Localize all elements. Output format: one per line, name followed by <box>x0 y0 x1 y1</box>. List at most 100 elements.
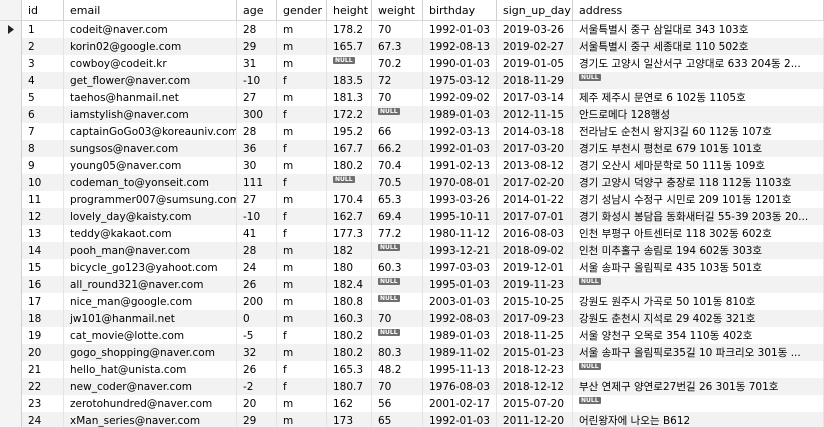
table-cell: 강원도 춘천시 지석로 29 402동 321호 <box>573 310 824 327</box>
table-cell: 69.4 <box>372 208 423 225</box>
table-cell: f <box>277 174 327 191</box>
table-cell: 30 <box>237 157 277 174</box>
table-cell: gogo_shopping@naver.com <box>64 344 237 361</box>
table-cell: 15 <box>22 259 64 276</box>
table-cell: 24 <box>237 259 277 276</box>
table-cell: 1975-03-12 <box>423 72 497 89</box>
table-row: 1 codeit@naver.com 28 m 178.2 70 1992-01-03 201… <box>0 21 824 38</box>
table-row: 5 taehos@hanmail.net 27 m 181.3 70 1992-09-02 2… <box>0 89 824 106</box>
table-cell: m <box>277 395 327 412</box>
table-cell: lovely_day@kaisty.com <box>64 208 237 225</box>
table-cell: m <box>277 123 327 140</box>
column-header: age <box>237 0 277 20</box>
null-badge: NULL <box>378 244 400 251</box>
table-cell: 제주 제주시 문연로 6 102동 1105호 <box>573 89 824 106</box>
table-row: 16 all_round321@naver.com 26 m 182.4 NULL 1995… <box>0 276 824 293</box>
table-cell: 2018-12-12 <box>497 378 573 395</box>
table-cell: NULL <box>573 72 824 89</box>
table-cell: 1992-01-03 <box>423 412 497 427</box>
table-cell: 182.4 <box>327 276 372 293</box>
row-gutter <box>0 344 22 361</box>
row-gutter <box>0 0 22 20</box>
table-cell: 70.2 <box>372 55 423 72</box>
table-cell: 1992-08-13 <box>423 38 497 55</box>
table-cell: 28 <box>237 21 277 38</box>
table-cell: 70 <box>372 21 423 38</box>
table-cell: 서울 양천구 오목로 354 110동 402호 <box>573 327 824 344</box>
table-cell: new_coder@naver.com <box>64 378 237 395</box>
table-cell: 인천 부평구 아트센터로 118 302동 602호 <box>573 225 824 242</box>
table-cell: 2019-01-05 <box>497 55 573 72</box>
table-cell: 160.3 <box>327 310 372 327</box>
table-row: 18 jw101@hanmail.net 0 m 160.3 70 1992-08-03 20… <box>0 310 824 327</box>
table-cell: 1 <box>22 21 64 38</box>
table-cell: 162 <box>327 395 372 412</box>
table-cell: NULL <box>372 242 423 259</box>
table-cell: 180.7 <box>327 378 372 395</box>
table-cell: -5 <box>237 327 277 344</box>
null-badge: NULL <box>333 176 355 183</box>
table-cell: 181.3 <box>327 89 372 106</box>
table-cell: 1970-08-01 <box>423 174 497 191</box>
table-cell: young05@naver.com <box>64 157 237 174</box>
table-row: 4 get_flower@naver.com -10 f 183.5 72 1975-03-… <box>0 72 824 89</box>
table-cell: hello_hat@unista.com <box>64 361 237 378</box>
table-cell: 2015-10-25 <box>497 293 573 310</box>
table-cell: 경기 오산시 세마문학로 50 111동 109호 <box>573 157 824 174</box>
table-cell: 7 <box>22 123 64 140</box>
table-cell: 31 <box>237 55 277 72</box>
table-cell: 2011-12-20 <box>497 412 573 427</box>
table-cell: 강원도 원주시 가곡로 50 101동 810호 <box>573 293 824 310</box>
table-cell: programmer007@sumsung.com <box>64 191 237 208</box>
table-cell: 어린왕자에 나오는 B612 <box>573 412 824 427</box>
table-cell: 16 <box>22 276 64 293</box>
column-header: height <box>327 0 372 20</box>
table-cell: NULL <box>573 395 824 412</box>
table-cell: 70 <box>372 378 423 395</box>
table-cell: f <box>277 140 327 157</box>
row-gutter <box>0 327 22 344</box>
table-cell: cowboy@codeit.kr <box>64 55 237 72</box>
table-cell: 41 <box>237 225 277 242</box>
table-row: 2 korin02@google.com 29 m 165.7 67.3 1992-08-1… <box>0 38 824 55</box>
table-cell: 1995-11-13 <box>423 361 497 378</box>
table-cell: 167.7 <box>327 140 372 157</box>
table-cell: sungsos@naver.com <box>64 140 237 157</box>
table-cell: 165.3 <box>327 361 372 378</box>
table-cell: f <box>277 327 327 344</box>
table-cell: 2017-02-20 <box>497 174 573 191</box>
table-cell: NULL <box>372 327 423 344</box>
table-cell: NULL <box>372 276 423 293</box>
null-badge: NULL <box>579 363 601 370</box>
table-cell: m <box>277 191 327 208</box>
table-row: 9 young05@naver.com 30 m 180.2 70.4 1991-02-13… <box>0 157 824 174</box>
row-gutter <box>0 293 22 310</box>
table-cell: 180 <box>327 259 372 276</box>
null-badge: NULL <box>579 74 601 81</box>
table-cell: 2014-03-18 <box>497 123 573 140</box>
table-cell: 28 <box>237 242 277 259</box>
table-cell: 172.2 <box>327 106 372 123</box>
table-cell: 경기 화성시 봉담읍 동화새터길 55-39 203동 20... <box>573 208 824 225</box>
table-cell: 2018-11-25 <box>497 327 573 344</box>
table-cell: m <box>277 344 327 361</box>
current-row-indicator <box>7 25 14 34</box>
table-cell: 1993-12-21 <box>423 242 497 259</box>
table-row: 7 captainGoGo03@koreauniv.com 28 m 195.2 66 19… <box>0 123 824 140</box>
table-cell: 48.2 <box>372 361 423 378</box>
table-cell: teddy@kakaot.com <box>64 225 237 242</box>
table-cell: 경기도 부천시 평천로 679 101동 101호 <box>573 140 824 157</box>
header-row: id email age gender height weight birthday sign… <box>0 0 824 21</box>
table-cell: 12 <box>22 208 64 225</box>
table-cell: 200 <box>237 293 277 310</box>
table-cell: 14 <box>22 242 64 259</box>
table-row: 17 nice_man@google.com 200 m 180.8 NULL 2003-0… <box>0 293 824 310</box>
table-cell: 20 <box>22 344 64 361</box>
table-cell: 2016-08-03 <box>497 225 573 242</box>
table-cell: 1989-01-03 <box>423 106 497 123</box>
table-cell: NULL <box>327 174 372 191</box>
column-header: email <box>64 0 237 20</box>
table-row: 8 sungsos@naver.com 36 f 167.7 66.2 1992-01-03… <box>0 140 824 157</box>
table-cell: 경기도 고양시 일산서구 고양대로 633 204동 2... <box>573 55 824 72</box>
table-row: 20 gogo_shopping@naver.com 32 m 180.2 80.3 198… <box>0 344 824 361</box>
